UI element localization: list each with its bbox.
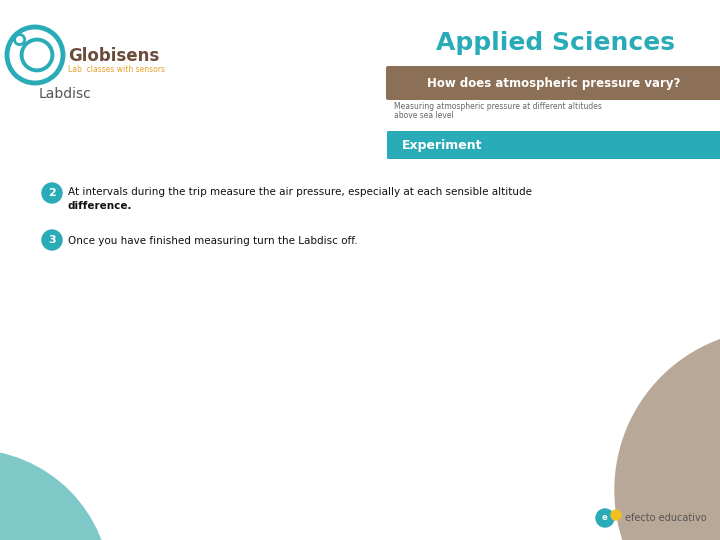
Text: efecto educativo: efecto educativo [625, 513, 706, 523]
Circle shape [0, 450, 110, 540]
Text: 2: 2 [48, 188, 56, 198]
FancyBboxPatch shape [386, 66, 720, 100]
Circle shape [615, 330, 720, 540]
Circle shape [42, 183, 62, 203]
Circle shape [42, 230, 62, 250]
Text: Applied Sciences: Applied Sciences [436, 31, 675, 55]
Text: Labdisc: Labdisc [39, 87, 91, 101]
Text: Measuring atmospheric pressure at different altitudes: Measuring atmospheric pressure at differ… [394, 102, 602, 111]
Text: Lab  classes with sensors: Lab classes with sensors [68, 65, 165, 74]
Text: 3: 3 [48, 235, 56, 245]
Text: above sea level: above sea level [394, 111, 454, 120]
Text: At intervals during the trip measure the air pressure, especially at each sensib: At intervals during the trip measure the… [68, 187, 532, 197]
Circle shape [611, 510, 621, 520]
Text: Experiment: Experiment [402, 138, 482, 152]
Circle shape [596, 509, 614, 527]
Text: e: e [602, 514, 608, 523]
Text: Once you have finished measuring turn the Labdisc off.: Once you have finished measuring turn th… [68, 236, 358, 246]
Text: Globisens: Globisens [68, 47, 159, 65]
Text: difference.: difference. [68, 201, 132, 211]
Text: How does atmospheric pressure vary?: How does atmospheric pressure vary? [427, 77, 680, 90]
FancyBboxPatch shape [387, 131, 720, 159]
